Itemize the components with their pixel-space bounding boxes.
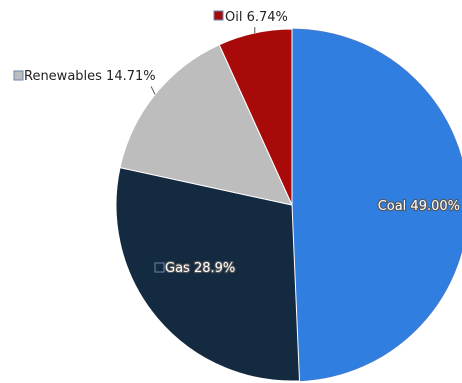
- data-label-oil: Oil 6.74%: [225, 10, 288, 25]
- slice-gas[interactable]: [115, 166, 301, 382]
- data-label-renewables: Renewables 14.71%: [24, 69, 156, 84]
- legend-marker-gas: [154, 262, 165, 273]
- legend-marker-oil: [213, 10, 224, 21]
- leader-lines: [150, 26, 256, 95]
- legend-marker-renewables: [13, 70, 24, 81]
- slice-oil[interactable]: [218, 28, 293, 206]
- data-label-coal: Coal 49.00%: [378, 199, 460, 214]
- slice-renewables[interactable]: [119, 44, 293, 206]
- slice-coal[interactable]: [291, 28, 462, 382]
- slice-labels: Coal 49.00% Gas 28.9% Renewables 14.71% Oil…: [13, 10, 461, 277]
- leader-line-renewables: [150, 86, 156, 95]
- pie-slices: [115, 28, 462, 382]
- data-label-gas: Gas 28.9%: [165, 261, 235, 276]
